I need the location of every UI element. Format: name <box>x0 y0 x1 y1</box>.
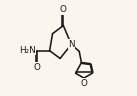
Text: O: O <box>34 62 41 72</box>
Text: O: O <box>81 79 87 88</box>
Text: N: N <box>68 40 75 49</box>
Text: O: O <box>60 5 67 14</box>
Text: H₂N: H₂N <box>19 46 35 55</box>
